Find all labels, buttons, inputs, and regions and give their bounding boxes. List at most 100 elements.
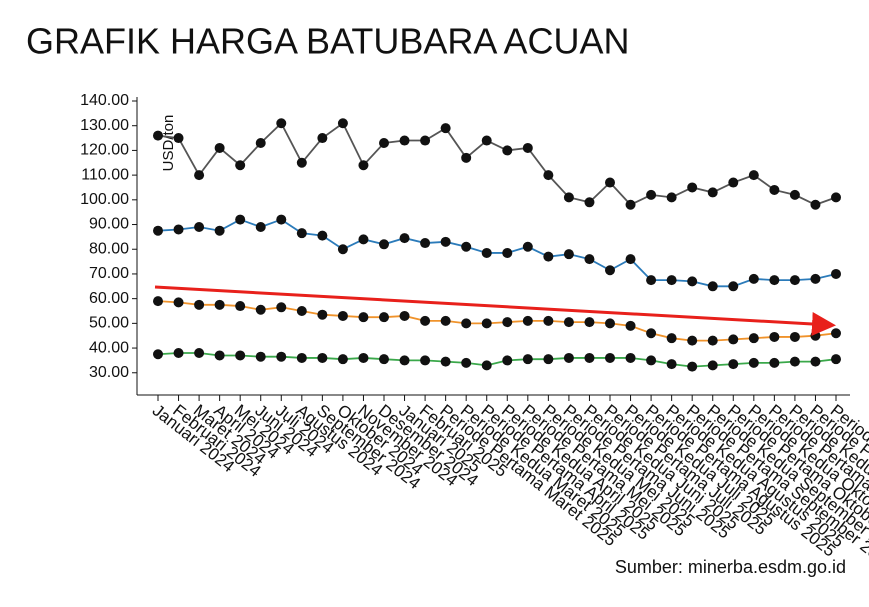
point [276,351,287,362]
point [337,118,348,129]
point [625,320,636,331]
y-tick-label: 50.00 [89,315,129,332]
point [543,315,554,326]
point [502,247,513,258]
point [563,317,574,328]
point [707,360,718,371]
point [173,133,184,144]
point [461,318,472,329]
point [831,328,841,339]
series-line [157,300,837,342]
point [379,239,389,250]
y-tick-label: 130.00 [80,117,129,134]
point [810,273,821,284]
point [584,197,595,208]
point [337,244,348,255]
point [194,222,205,232]
point [440,315,451,326]
point [440,236,451,247]
point [831,268,841,279]
trend-arrow [154,285,836,336]
series-line [157,121,837,206]
point [440,356,451,367]
point [625,199,636,210]
point [543,170,554,181]
point [399,355,410,366]
point [563,192,574,203]
point [317,133,328,144]
point [646,189,657,200]
point [522,354,533,365]
y-tick-label: 60.00 [89,290,129,307]
point [317,230,328,241]
series-line [157,218,837,288]
series-line [157,352,837,368]
point [789,189,800,200]
point [502,145,513,156]
point [317,309,328,320]
point [461,241,472,252]
point [687,335,698,346]
point [194,348,205,358]
y-tick-label: 80.00 [89,240,129,257]
point [399,310,410,321]
point [420,238,431,249]
point [173,348,184,358]
point [296,306,307,316]
y-tick-label: 100.00 [80,191,129,208]
point [605,318,615,329]
point [153,349,163,360]
point [563,352,574,363]
point [584,317,595,328]
point [687,361,698,372]
point [728,334,739,345]
point [748,357,759,368]
point [769,275,780,286]
point [666,275,677,286]
source: Sumber: minerba.esdm.go.id [615,557,846,577]
point [646,355,657,366]
point [789,331,800,342]
point [605,265,615,276]
point [810,356,821,367]
point [543,354,554,365]
point [522,315,533,326]
point [687,182,698,193]
point [276,118,287,129]
point [481,247,492,258]
point [276,214,287,225]
point [379,138,389,148]
point [276,302,287,313]
point [255,138,266,148]
y-axis-label: USD/ton [160,115,177,172]
point [296,157,307,168]
point [194,170,205,181]
point [769,184,780,195]
point [522,142,533,153]
point [502,317,513,328]
point [214,299,225,310]
point [666,192,677,203]
point [399,135,410,146]
point [358,160,369,171]
point [481,360,492,371]
point [831,354,841,365]
y-tick-label: 70.00 [89,265,129,282]
point [707,281,718,292]
point [707,335,718,346]
point [789,275,800,286]
point [707,187,718,198]
point [235,350,246,361]
point [214,225,225,236]
point [625,352,636,363]
point [687,276,698,287]
point [728,177,739,188]
point [584,352,595,363]
point [728,359,739,370]
point [153,130,163,141]
plot: 30.00 40.00 50.00 60.00 70.00 80.00 90.00 100.0… [80,92,869,574]
point [563,249,574,260]
point [235,301,246,312]
point [214,350,225,361]
point [399,233,410,244]
